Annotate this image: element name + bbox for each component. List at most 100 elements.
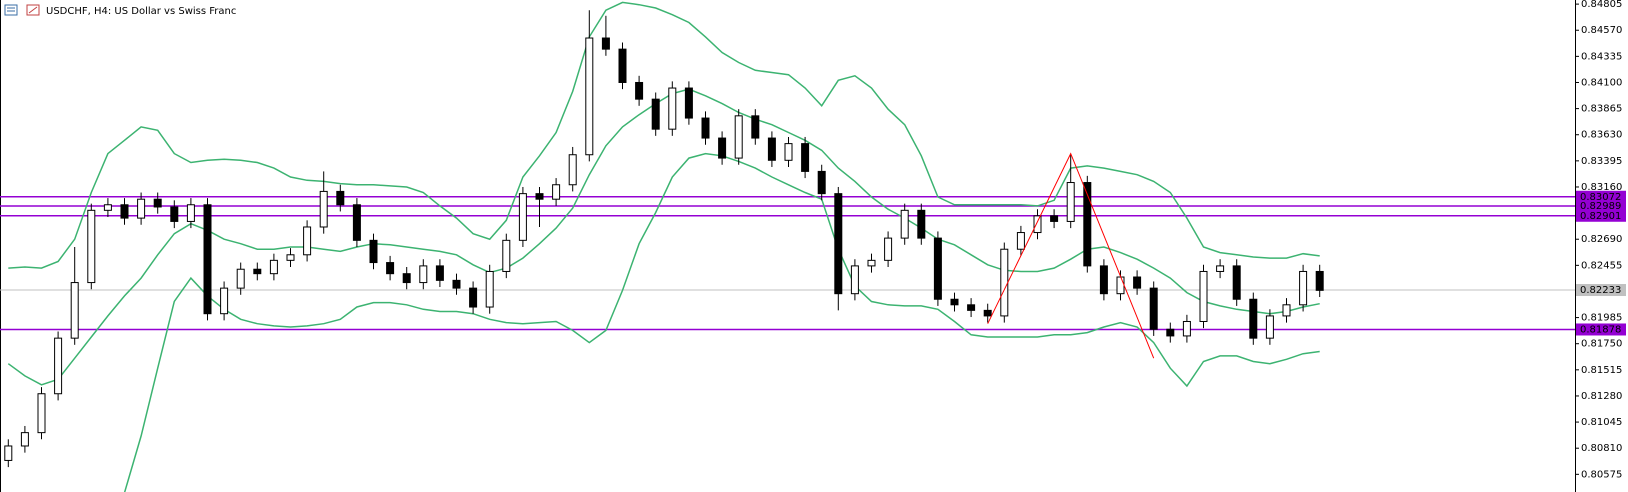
y-tick-label: 0.83865 xyxy=(1581,104,1622,115)
y-tick-label: 0.81750 xyxy=(1581,339,1622,350)
candle-body xyxy=(1265,315,1274,339)
candle-body xyxy=(87,209,96,284)
candle-body xyxy=(801,143,810,172)
bollinger-band xyxy=(8,1,1320,269)
price-label-box xyxy=(1576,284,1626,297)
price-label: 0.81878 xyxy=(1580,324,1621,335)
candle-body xyxy=(269,259,278,275)
y-tick-label: 0.82455 xyxy=(1581,260,1622,271)
candle-body xyxy=(485,270,494,308)
candle-body xyxy=(103,204,112,211)
candle-body xyxy=(933,237,942,300)
candle-body xyxy=(734,115,743,159)
icon-list xyxy=(4,4,18,16)
candle-body xyxy=(1282,304,1291,317)
price-label-box xyxy=(1576,190,1626,203)
candle-body xyxy=(352,204,361,241)
candle-body xyxy=(220,287,229,315)
y-tick-label: 0.84335 xyxy=(1581,51,1622,62)
candle-body xyxy=(203,204,212,315)
candle-body xyxy=(54,337,63,395)
price-label: 0.82233 xyxy=(1580,285,1621,296)
candle-body xyxy=(1299,270,1308,306)
candle-body xyxy=(585,37,594,156)
candle-body xyxy=(817,170,826,195)
candle-body xyxy=(983,309,992,317)
candle-body xyxy=(1232,265,1241,300)
candle-body xyxy=(950,298,959,306)
y-tick-label: 0.81280 xyxy=(1581,391,1622,402)
candle-body xyxy=(369,239,378,264)
candle-body xyxy=(1116,276,1125,295)
candle-body xyxy=(419,265,428,284)
candle-body xyxy=(618,48,627,83)
candle-body xyxy=(684,87,693,119)
candle-body xyxy=(701,117,710,139)
candle-body xyxy=(1166,328,1175,337)
candle-body xyxy=(552,184,561,200)
candle-body xyxy=(186,204,195,222)
y-tick-label: 0.81045 xyxy=(1581,417,1622,428)
candle-body xyxy=(751,115,760,139)
candle-body xyxy=(170,206,179,222)
candle-body xyxy=(137,198,146,219)
bollinger-band xyxy=(7,88,1320,386)
candle-body xyxy=(37,393,46,434)
candle-body xyxy=(1066,182,1075,222)
candle-body xyxy=(1149,287,1158,330)
candle-body xyxy=(1182,320,1191,337)
candle-body xyxy=(303,226,312,256)
candle-body xyxy=(867,259,876,267)
candle-body xyxy=(502,239,511,272)
y-tick-label: 0.83630 xyxy=(1581,130,1622,141)
y-tick-label: 0.80575 xyxy=(1581,469,1622,480)
candle-body xyxy=(153,198,162,208)
candle-body xyxy=(120,204,129,219)
candle-body xyxy=(319,190,328,228)
candle-body xyxy=(452,279,461,289)
price-label: 0.83072 xyxy=(1580,192,1621,203)
candle-body xyxy=(236,268,245,289)
candle-body xyxy=(518,193,527,241)
candle-body xyxy=(1016,232,1025,250)
price-label: 0.82989 xyxy=(1580,201,1621,212)
candle-body xyxy=(1216,265,1225,272)
candle-body xyxy=(718,137,727,159)
candle-body xyxy=(1133,276,1142,289)
candle-body xyxy=(568,154,577,186)
y-tick-label: 0.80810 xyxy=(1581,443,1622,454)
candle-body xyxy=(1099,265,1108,295)
candle-body xyxy=(668,87,677,130)
candle-body xyxy=(535,193,544,200)
symbol-icons xyxy=(4,4,40,16)
zigzag-line xyxy=(987,152,1155,359)
candle-body xyxy=(1000,248,1009,317)
candle-body xyxy=(1199,270,1208,322)
candle-body xyxy=(884,237,893,261)
candle-body xyxy=(1050,215,1059,222)
y-tick-label: 0.82690 xyxy=(1581,234,1622,245)
candle-body xyxy=(435,265,444,281)
candle-body xyxy=(967,304,976,311)
candle-body xyxy=(850,265,859,295)
y-tick-label: 0.84570 xyxy=(1581,25,1622,36)
candle-body xyxy=(651,98,660,130)
candle-body xyxy=(834,193,843,295)
candle-body xyxy=(767,137,776,161)
candle-body xyxy=(900,209,909,239)
candle-body xyxy=(1033,215,1042,234)
chart-title: USDCHF, H4: US Dollar vs Swiss Franc xyxy=(46,6,236,17)
candle-body xyxy=(469,287,478,308)
candle-body xyxy=(386,262,395,275)
icon-line xyxy=(28,6,38,14)
candle-body xyxy=(1083,182,1092,267)
y-tick-label: 0.83395 xyxy=(1581,156,1622,167)
candle-body xyxy=(635,81,644,100)
candle-body xyxy=(917,209,926,239)
candle-body xyxy=(402,273,411,284)
price-label-box xyxy=(1576,199,1626,212)
candle-body xyxy=(70,282,79,339)
candle-body xyxy=(253,268,262,275)
